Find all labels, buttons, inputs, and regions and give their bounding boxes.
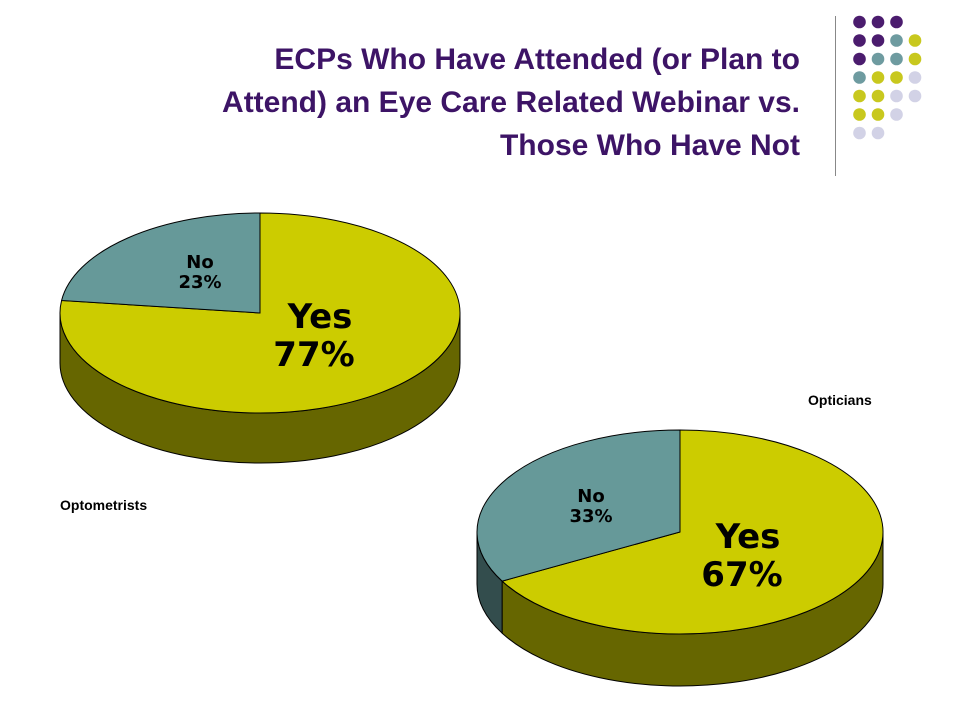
optometrists-no-label: No [186, 252, 213, 273]
optometrists-slice-no [60, 212, 261, 314]
opticians-yes-value: 67% [701, 555, 782, 595]
title-line-3: Those Who Have Not [499, 129, 800, 162]
optometrists-yes-label: Yes [287, 297, 353, 337]
optometrists-caption: Optometrists [60, 497, 148, 513]
optometrists-no-value: 23% [178, 272, 221, 293]
title-divider [835, 16, 836, 176]
opticians-no-value: 33% [569, 506, 612, 527]
opticians-yes-label: Yes [715, 517, 781, 557]
title-line-2: Attend) an Eye Care Related Webinar vs. [222, 86, 800, 119]
opticians-no-label: No [577, 486, 604, 507]
title-line-1: ECPs Who Have Attended (or Plan to [274, 43, 800, 76]
opticians-slice-no [476, 429, 681, 582]
slide-title: ECPs Who Have Attended (or Plan to Atten… [60, 38, 800, 167]
optometrists-yes-value: 77% [273, 335, 354, 375]
opticians-slice-yes [501, 429, 884, 635]
opticians-caption: Opticians [808, 392, 872, 408]
